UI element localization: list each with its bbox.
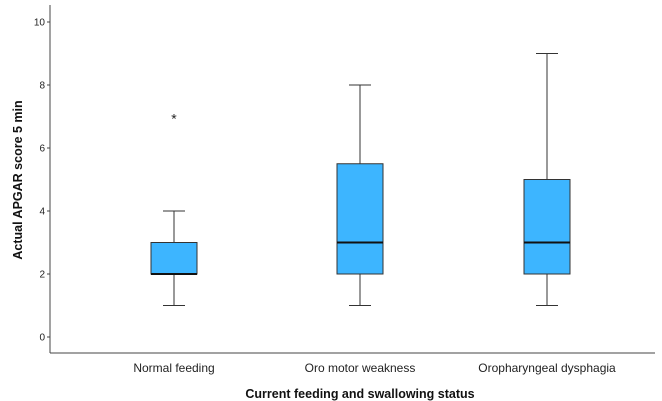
outlier-marker: * — [171, 111, 177, 127]
box-group — [523, 53, 571, 306]
box-iqr — [150, 242, 198, 275]
boxes-group: * — [150, 53, 571, 306]
x-category-label: Oropharyngeal dysphagia — [478, 361, 616, 375]
box-iqr — [523, 179, 571, 275]
box-group — [336, 84, 384, 306]
box-iqr — [336, 163, 384, 275]
x-category-label: Normal feeding — [133, 361, 214, 375]
x-category-label: Oro motor weakness — [305, 361, 416, 375]
x-axis-categories: Normal feeding Oro motor weakness Orophary… — [133, 361, 616, 375]
y-tick-label: 8 — [39, 81, 45, 92]
y-tick-label: 10 — [34, 18, 46, 29]
y-tick-label: 4 — [39, 207, 45, 218]
box-group: * — [150, 111, 198, 306]
y-axis-title: Actual APGAR score 5 min — [11, 100, 25, 259]
y-tick-label: 2 — [39, 270, 45, 281]
y-tick-label: 0 — [39, 333, 45, 344]
x-axis-title: Current feeding and swallowing status — [245, 387, 474, 401]
y-tick-label: 6 — [39, 144, 45, 155]
y-axis-ticks: 0 2 4 6 8 10 — [34, 18, 50, 344]
